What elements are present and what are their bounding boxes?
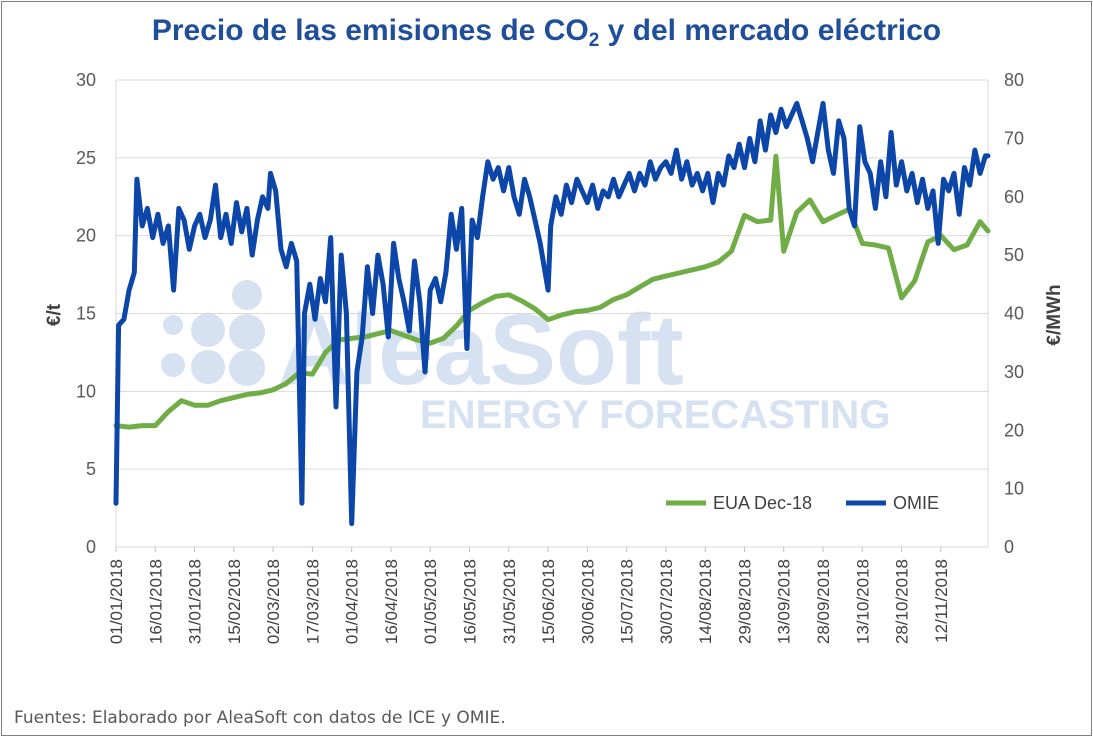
x-tick-label: 16/05/2018	[461, 559, 480, 644]
chart-title: Precio de las emisiones de CO2 y del mer…	[151, 14, 942, 51]
x-tick-label: 31/01/2018	[186, 559, 205, 644]
legend: EUA Dec-18 OMIE	[666, 493, 939, 513]
x-tick-label: 28/09/2018	[814, 559, 833, 644]
left-y-axis: 0 5 10 15 20 25 30	[76, 70, 96, 557]
x-tick-label: 01/05/2018	[421, 559, 440, 644]
x-tick-label: 15/06/2018	[539, 559, 558, 644]
x-tick-label: 01/01/2018	[107, 559, 126, 644]
y-right-tick-label: 30	[1004, 362, 1024, 382]
y-left-tick-label: 5	[86, 459, 96, 479]
x-axis: 01/01/2018 16/01/2018 31/01/2018 15/02/2018…	[107, 547, 951, 644]
x-tick-label: 15/02/2018	[225, 559, 244, 644]
y-right-tick-label: 10	[1004, 479, 1024, 499]
x-tick-label: 31/05/2018	[500, 559, 519, 644]
x-tick-label: 30/07/2018	[657, 559, 676, 644]
legend-label-omie: OMIE	[893, 493, 939, 513]
y-right-tick-label: 50	[1004, 245, 1024, 265]
y-left-tick-label: 20	[76, 226, 96, 246]
source-note: Fuentes: Elaborado por AleaSoft con dato…	[14, 708, 506, 728]
x-tick-label: 16/01/2018	[146, 559, 165, 644]
y-left-tick-label: 10	[76, 381, 96, 401]
x-tick-label: 17/03/2018	[303, 559, 322, 644]
x-tick-label: 13/10/2018	[853, 559, 872, 644]
x-tick-label: 12/11/2018	[932, 559, 951, 643]
x-tick-label: 13/09/2018	[775, 559, 794, 644]
series-line-omie	[113, 100, 991, 527]
x-tick-label: 29/08/2018	[735, 559, 754, 644]
right-axis-label: €/MWh	[1044, 284, 1065, 345]
y-left-tick-label: 30	[76, 70, 96, 90]
y-right-tick-label: 60	[1004, 187, 1024, 207]
series-lines	[113, 100, 991, 527]
y-right-tick-label: 20	[1004, 420, 1024, 440]
x-tick-label: 30/06/2018	[578, 559, 597, 644]
aleasoft-logo-icon	[161, 280, 265, 386]
series-line-eua	[113, 153, 991, 430]
y-left-tick-label: 25	[76, 148, 96, 168]
y-left-tick-label: 15	[76, 304, 96, 324]
x-tick-label: 15/07/2018	[618, 559, 637, 644]
x-tick-label: 28/10/2018	[893, 559, 912, 644]
y-right-tick-label: 80	[1004, 70, 1024, 90]
x-tick-label: 02/03/2018	[264, 559, 283, 644]
right-y-axis: 0 10 20 30 40 50 60 70 80	[1004, 70, 1024, 557]
y-left-tick-label: 0	[86, 537, 96, 557]
y-right-tick-label: 40	[1004, 304, 1024, 324]
watermark-tagline: ENERGY FORECASTING	[420, 393, 890, 437]
legend-label-eua: EUA Dec-18	[713, 493, 812, 513]
left-axis-label: €/t	[44, 303, 65, 326]
x-tick-label: 16/04/2018	[382, 559, 401, 644]
y-right-tick-label: 70	[1004, 128, 1024, 148]
y-right-tick-label: 0	[1004, 537, 1014, 557]
x-tick-label: 14/08/2018	[696, 559, 715, 644]
x-tick-label: 01/04/2018	[343, 559, 362, 644]
